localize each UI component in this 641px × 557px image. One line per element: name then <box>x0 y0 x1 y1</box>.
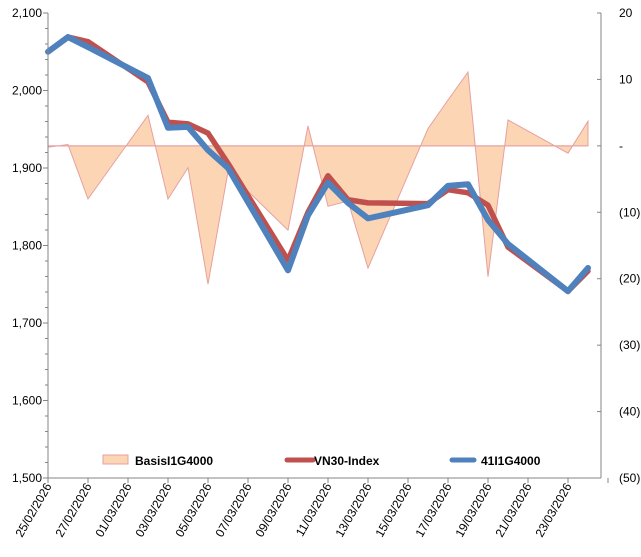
x-tick-label: 25/02/2026 <box>12 480 54 539</box>
41i1g4000-line <box>45 34 591 295</box>
legend: BasisI1G4000 VN30-Index 41I1G4000 <box>102 454 541 468</box>
x-tick-label: 05/03/2026 <box>172 480 214 539</box>
left-tick-label: 1,700 <box>12 316 42 330</box>
x-tick-label: 17/03/2026 <box>412 480 454 539</box>
basis-area <box>47 70 589 285</box>
x-tick-label: 19/03/2026 <box>452 480 494 539</box>
right-tick-label: (50) <box>619 471 640 485</box>
x-tick-label: 23/03/2026 <box>532 480 574 539</box>
right-tick-label: (10) <box>619 205 640 219</box>
right-tick-label: (30) <box>619 338 640 352</box>
x-tick-label: 03/03/2026 <box>132 480 174 539</box>
x-tick-label: 15/03/2026 <box>372 480 414 539</box>
x-tick-label: 07/03/2026 <box>212 480 254 539</box>
x-tick-label: 11/03/2026 <box>293 480 335 539</box>
left-tick-label: 1,600 <box>12 394 42 408</box>
legend-label-basis: BasisI1G4000 <box>135 454 213 468</box>
line-layer <box>45 34 591 295</box>
x-tick-label: 13/03/2026 <box>332 480 374 539</box>
right-tick-label: 20 <box>619 6 633 20</box>
right-tick-label: (20) <box>619 272 640 286</box>
left-tick-label: 2,000 <box>12 84 42 98</box>
x-tick-label: 27/02/2026 <box>52 480 94 539</box>
left-tick-label: 2,100 <box>12 6 42 20</box>
basis-area-layer <box>47 70 589 285</box>
left-tick-label: 1,900 <box>12 161 42 175</box>
right-tick-label: 10 <box>619 72 633 86</box>
right-tick-label: - <box>619 139 623 153</box>
x-tick-label: 21/03/2026 <box>492 480 534 539</box>
x-tick-label: 01/03/2026 <box>92 480 134 539</box>
left-tick-label: 1,500 <box>12 471 42 485</box>
right-tick-label: (40) <box>619 405 640 419</box>
x-tick-label: 09/03/2026 <box>252 480 294 539</box>
legend-label-41i1g4000: 41I1G4000 <box>481 454 541 468</box>
legend-label-vn30: VN30-Index <box>314 454 380 468</box>
legend-swatch-basis <box>102 454 129 465</box>
left-tick-label: 1,800 <box>12 239 42 253</box>
